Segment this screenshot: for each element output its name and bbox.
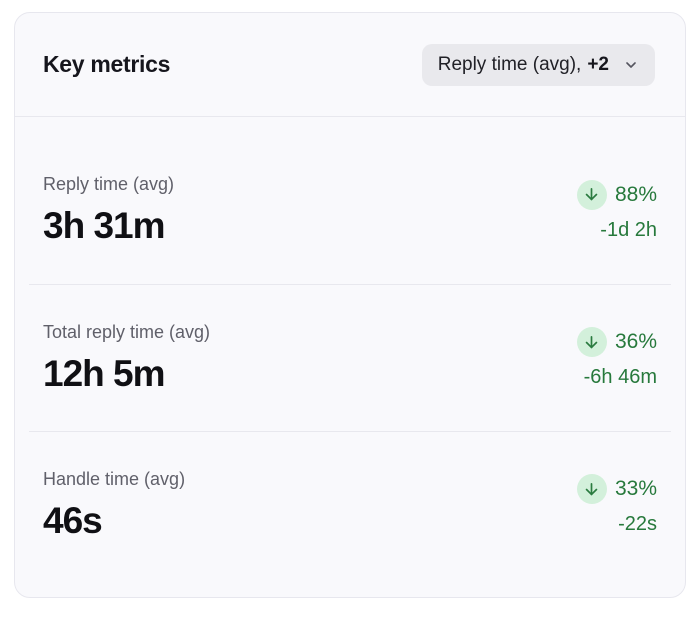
metric-change: 33% -22s [576,474,657,536]
change-percent: 36% [614,330,657,353]
dropdown-extra-count: +2 [587,53,609,75]
metric-change: 36% -6h 46m [576,327,657,389]
metric-change: 88% -1d 2h [576,179,657,242]
metric-row-reply-time: Reply time (avg) 3h 31m 88% -1d 2h [29,137,671,284]
metric-main: Handle time (avg) 46s [43,469,185,542]
dropdown-selected-label: Reply time (avg), [437,53,582,75]
metric-label: Handle time (avg) [43,468,186,489]
change-delta: -1d 2h [600,218,657,241]
metrics-list: Reply time (avg) 3h 31m 88% -1d 2h [15,117,685,578]
change-percent: 88% [614,182,657,206]
change-percent-line: 33% [576,474,657,504]
change-delta: -22s [618,513,657,535]
arrow-down-icon [576,327,607,357]
metric-main: Reply time (avg) 3h 31m [43,174,174,247]
metric-row-handle-time: Handle time (avg) 46s 33% -22s [29,431,671,578]
metric-label: Total reply time (avg) [43,321,211,342]
page-title: Key metrics [43,51,171,77]
change-percent-line: 36% [576,327,657,357]
metric-value: 12h 5m [43,352,166,394]
metric-value: 3h 31m [43,205,166,246]
metrics-selector-dropdown[interactable]: Reply time (avg), +2 [421,43,655,86]
change-delta: -6h 46m [583,366,657,388]
arrow-down-icon [576,179,607,210]
key-metrics-card: Key metrics Reply time (avg), +2 Reply t… [14,12,686,598]
metric-row-total-reply-time: Total reply time (avg) 12h 5m 36% -6h 46… [29,284,671,431]
change-percent: 33% [614,477,657,500]
arrow-down-icon [576,474,607,504]
metric-value: 46s [43,499,103,541]
card-header: Key metrics Reply time (avg), +2 [15,13,685,117]
metric-main: Total reply time (avg) 12h 5m [43,322,210,395]
chevron-down-icon [623,57,639,73]
change-percent-line: 88% [576,179,657,210]
metric-label: Reply time (avg) [43,174,175,194]
